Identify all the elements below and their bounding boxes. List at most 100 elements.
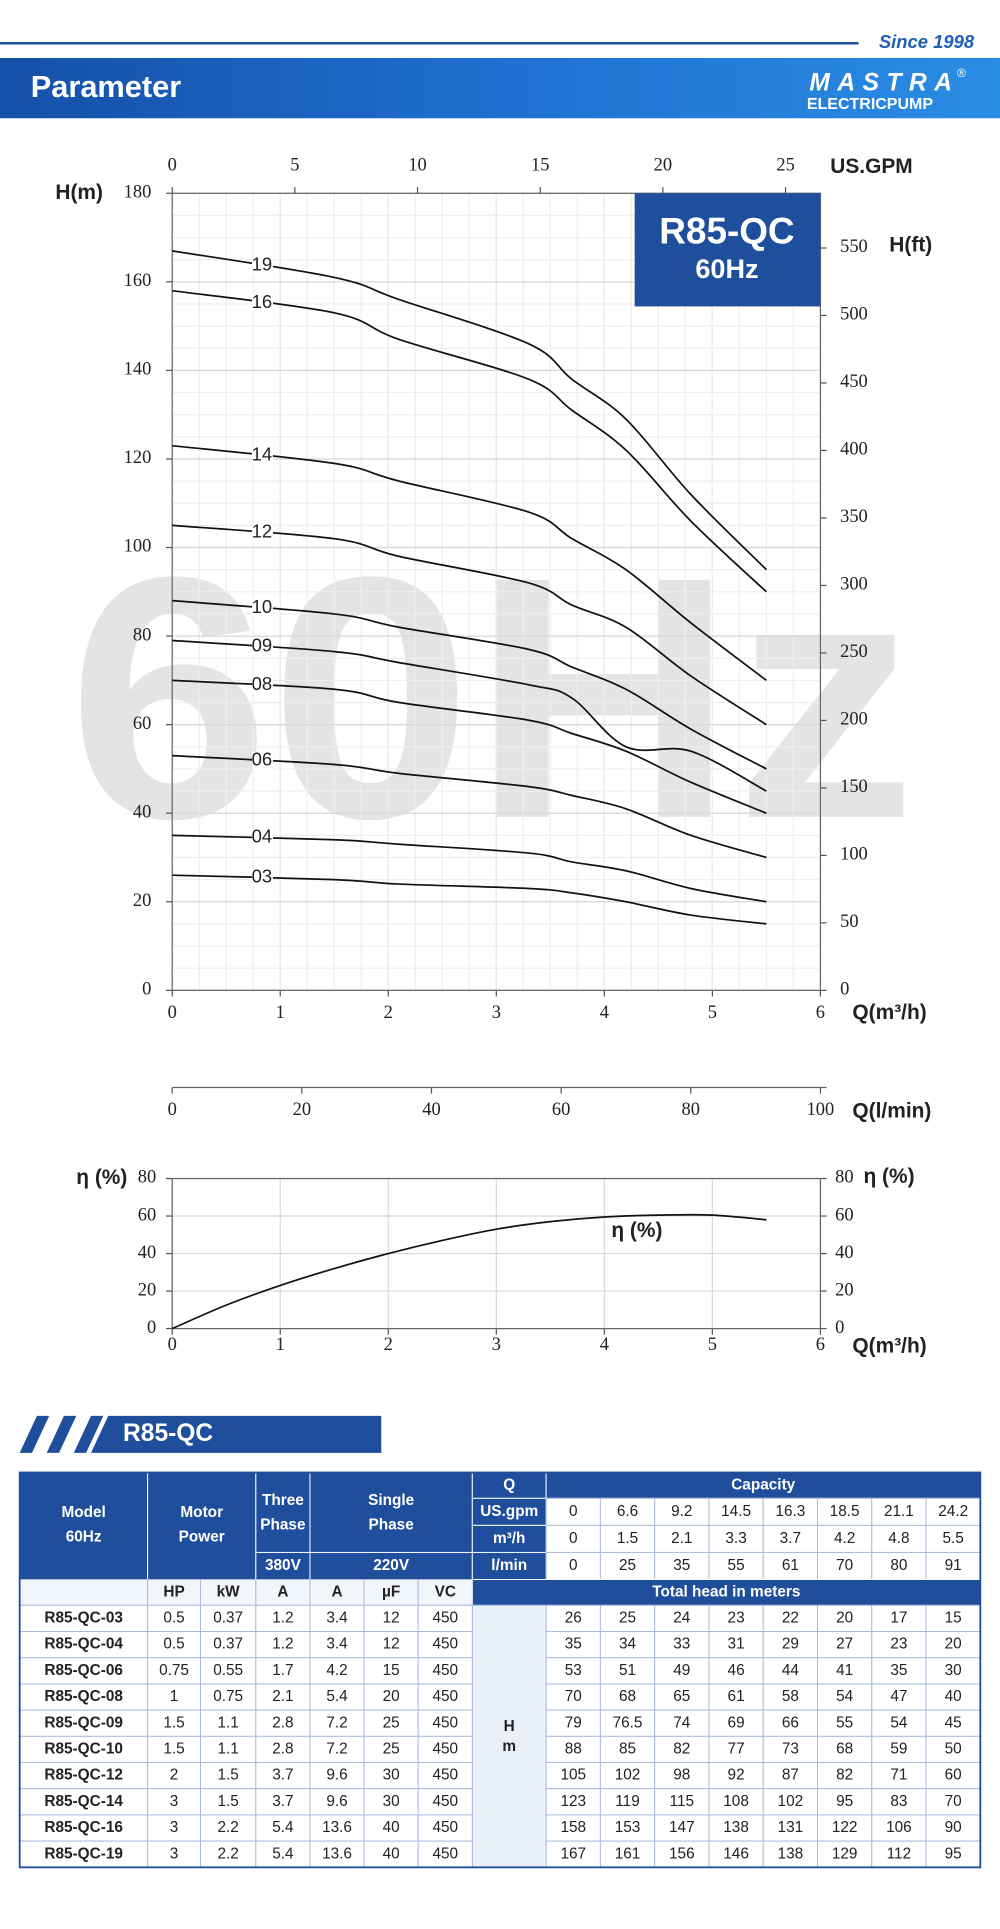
- table-text: 23: [728, 1609, 745, 1626]
- table-text: 95: [836, 1793, 853, 1810]
- table-text: 83: [890, 1793, 907, 1810]
- table-text: 87: [782, 1767, 799, 1784]
- table-cell: [871, 1657, 927, 1685]
- table-text: m³/h: [493, 1530, 525, 1547]
- table-cell: [762, 1604, 818, 1633]
- table-text: 4.8: [888, 1530, 909, 1547]
- table-cell: [417, 1762, 473, 1790]
- table-cell: [309, 1604, 365, 1633]
- table-cell: [762, 1631, 818, 1659]
- y-axis-label: H(m): [55, 181, 103, 204]
- table-text: Single: [368, 1492, 415, 1509]
- table-cell: [363, 1762, 419, 1790]
- y2-tick-label: 80: [835, 1167, 853, 1187]
- y2-tick-label: 50: [840, 911, 858, 931]
- table-text: 3.7: [272, 1767, 293, 1784]
- table-cell: [309, 1709, 365, 1737]
- table-cell: [654, 1604, 710, 1633]
- table-cell: [147, 1814, 201, 1842]
- table-text: 27: [836, 1636, 853, 1653]
- table-text: 16.3: [775, 1503, 805, 1520]
- table-text: 47: [890, 1688, 907, 1705]
- table-cell: [147, 1631, 201, 1659]
- table-text: 61: [782, 1557, 799, 1574]
- x-tick-label: 80: [682, 1099, 700, 1119]
- y2-tick-label: 20: [835, 1279, 853, 1299]
- table-text: 131: [778, 1819, 804, 1836]
- table-text: 0: [569, 1530, 578, 1547]
- table-cell: [708, 1631, 764, 1659]
- table-cell: [19, 1604, 149, 1633]
- table-text: 0.75: [213, 1688, 243, 1705]
- x-tick-label: 3: [492, 1334, 501, 1354]
- table-text: US.gpm: [480, 1503, 538, 1520]
- table-text: R85-QC-12: [44, 1767, 123, 1784]
- x-tick-label: 60: [552, 1099, 570, 1119]
- table-text: R85-QC-10: [44, 1740, 123, 1757]
- table-text: 119: [615, 1793, 640, 1810]
- table-cell: [255, 1762, 311, 1790]
- y-tick-label: 60: [138, 1204, 156, 1224]
- head-curve: [172, 874, 767, 925]
- table-text: 9.6: [326, 1767, 347, 1784]
- table-text: 450: [432, 1688, 458, 1705]
- table-cell: [417, 1735, 473, 1764]
- table-text: 4.2: [834, 1530, 855, 1547]
- table-text: 167: [560, 1845, 586, 1862]
- table-cell: [19, 1472, 149, 1580]
- y2-tick-label: 450: [840, 371, 868, 391]
- table-text: A: [331, 1583, 342, 1600]
- table-cell: [654, 1735, 710, 1764]
- table-cell: [417, 1788, 473, 1816]
- table-cell: [255, 1657, 311, 1685]
- table-text: m: [502, 1738, 516, 1755]
- table-cell: [200, 1683, 257, 1711]
- table-cell: [363, 1840, 419, 1868]
- curve-label: 06: [252, 748, 273, 769]
- table-text: Power: [179, 1529, 225, 1546]
- x-tick-label: 3: [492, 1002, 501, 1022]
- banner: [0, 57, 1000, 119]
- table-cell: [19, 1762, 149, 1790]
- table-text: 105: [560, 1767, 586, 1784]
- table-text: 1.2: [272, 1609, 293, 1626]
- table-cell: [255, 1788, 311, 1816]
- table-cell: [200, 1579, 257, 1606]
- table-text: 49: [673, 1662, 690, 1679]
- table-text: 5.4: [326, 1688, 348, 1705]
- table-text: 1.5: [217, 1767, 238, 1784]
- y-tick-label: 160: [124, 270, 152, 290]
- table-text: 15: [945, 1609, 962, 1626]
- table-cell: [708, 1840, 764, 1868]
- table-cell: [200, 1657, 257, 1685]
- curve-label: 16: [252, 291, 273, 312]
- table-text: 6.6: [617, 1503, 638, 1520]
- table-cell: [147, 1472, 257, 1580]
- y2-axis-label: η (%): [863, 1165, 914, 1188]
- table-text: 0: [569, 1557, 578, 1574]
- x2-tick-label: 0: [168, 154, 177, 174]
- plot-frame: [171, 1177, 822, 1330]
- table-text: A: [277, 1583, 288, 1600]
- table-text: 29: [782, 1636, 799, 1653]
- table-text: 68: [836, 1740, 853, 1757]
- x-tick-label: 1: [276, 1002, 285, 1022]
- table-cell: [363, 1657, 419, 1685]
- table-cell: [19, 1579, 149, 1606]
- table-text: 1.5: [217, 1793, 238, 1810]
- title-stripe: [73, 1415, 104, 1453]
- x-tick-label: 40: [422, 1099, 440, 1119]
- table-text: 35: [673, 1557, 690, 1574]
- table-text: 9.2: [671, 1503, 692, 1520]
- table-text: 20: [383, 1688, 400, 1705]
- table-text: 0.37: [213, 1609, 243, 1626]
- table-text: 0.5: [163, 1636, 184, 1653]
- table-cell: [417, 1631, 473, 1659]
- table-text: 20: [945, 1636, 962, 1653]
- table-text: 115: [670, 1793, 695, 1810]
- table-cell: [363, 1604, 419, 1633]
- table-cell: [925, 1604, 981, 1633]
- table-cell: [871, 1604, 927, 1633]
- table-text: 450: [432, 1767, 458, 1784]
- curve-label-bg: [252, 446, 273, 465]
